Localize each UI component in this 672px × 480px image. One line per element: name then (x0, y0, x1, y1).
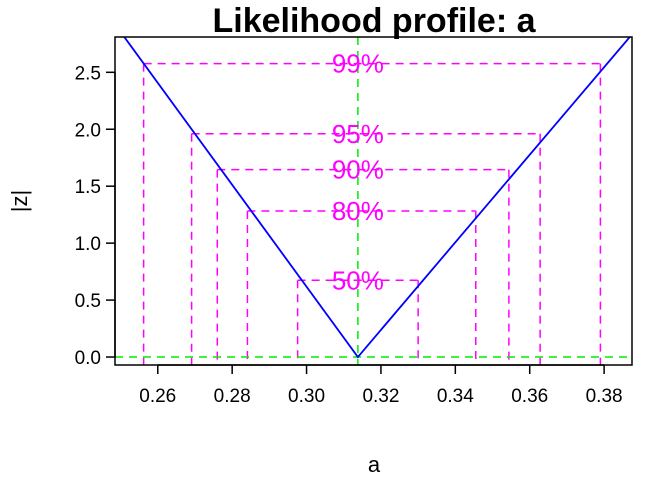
x-tick-label-2: 0.30 (288, 386, 325, 407)
profile-line (123, 37, 631, 359)
y-tick-label-2: 1.0 (75, 234, 101, 255)
plot-area (115, 37, 632, 365)
x-tick-label-0: 0.26 (139, 386, 176, 407)
y-axis-label: |z| (7, 190, 32, 212)
plot-clip-group (115, 37, 632, 365)
ci-label-1: 80% (332, 196, 384, 226)
confidence-labels: 50% 80% 90% 95% 99% (332, 49, 384, 296)
ci-label-4: 99% (332, 49, 384, 79)
x-axis-label: a (368, 452, 381, 477)
y-tick-label-1: 0.5 (75, 291, 101, 312)
ci-label-2: 90% (332, 155, 384, 185)
chart-title: Likelihood profile: a (212, 2, 536, 40)
x-axis: 0.26 0.28 0.30 0.32 0.34 0.36 0.38 (139, 364, 623, 407)
x-tick-label-4: 0.34 (437, 386, 474, 407)
x-tick-label-5: 0.36 (511, 386, 548, 407)
y-axis: 0.0 0.5 1.0 1.5 2.0 2.5 (75, 63, 116, 369)
ci-label-0: 50% (332, 265, 384, 295)
ci-label-3: 95% (332, 119, 384, 149)
y-tick-label-0: 0.0 (75, 348, 101, 369)
x-tick-label-6: 0.38 (586, 386, 623, 407)
y-tick-label-3: 1.5 (75, 177, 101, 198)
y-tick-label-5: 2.5 (75, 63, 101, 84)
x-tick-label-1: 0.28 (214, 386, 251, 407)
x-tick-label-3: 0.32 (362, 386, 399, 407)
y-tick-label-4: 2.0 (75, 120, 101, 141)
